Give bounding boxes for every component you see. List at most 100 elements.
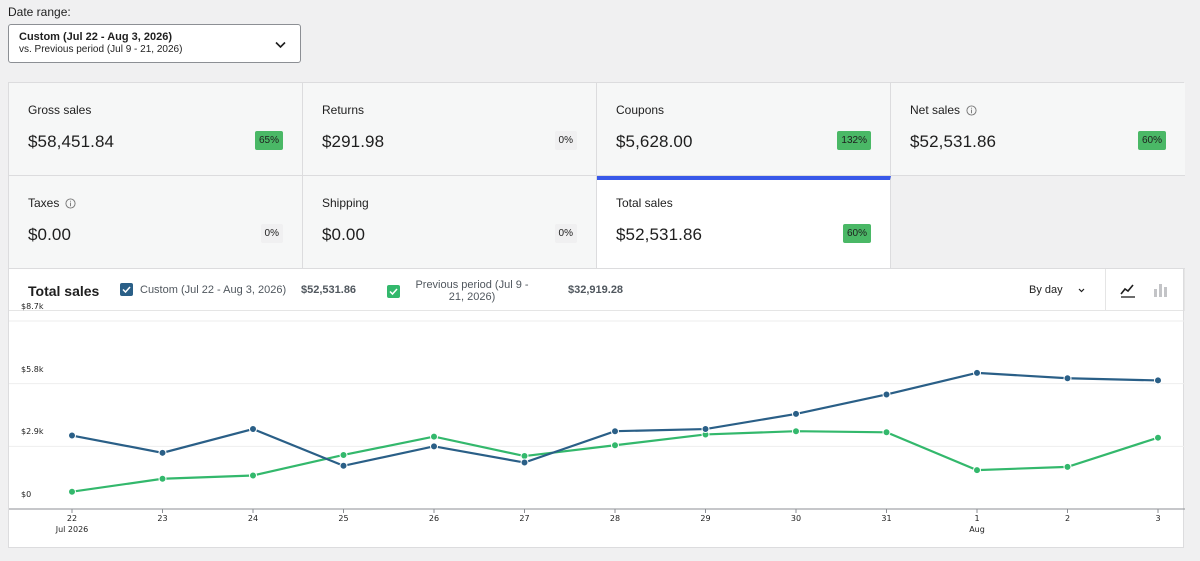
- legend-value: $32,919.28: [568, 284, 624, 296]
- card-shipping[interactable]: Shipping $0.00 0%: [303, 176, 597, 269]
- data-point-current[interactable]: [339, 461, 348, 470]
- data-point-previous[interactable]: [339, 450, 348, 459]
- data-point-previous[interactable]: [611, 441, 619, 450]
- legend-previous[interactable]: Previous period (Jul 9 - 21, 2026): [387, 279, 537, 303]
- interval-select[interactable]: By day: [1029, 284, 1086, 296]
- delta-badge: 132%: [837, 131, 871, 150]
- date-range-picker[interactable]: Custom (Jul 22 - Aug 3, 2026) vs. Previo…: [8, 24, 301, 63]
- card-value: $58,451.84: [28, 132, 115, 151]
- data-point-current[interactable]: [249, 425, 257, 434]
- data-point-previous[interactable]: [882, 428, 891, 437]
- card-value: $5,628.00: [616, 132, 693, 151]
- x-tick-label: 3: [1155, 514, 1161, 523]
- line-chart-icon[interactable]: [1118, 280, 1138, 300]
- card-title: Total sales: [616, 196, 673, 210]
- data-point-current[interactable]: [792, 409, 800, 418]
- date-range-label: Date range:: [8, 5, 71, 19]
- x-tick-label: 24: [247, 514, 259, 523]
- x-tick-label: 2: [1064, 514, 1071, 523]
- x-tick-label: 26: [428, 514, 440, 523]
- delta-badge: 60%: [842, 224, 871, 243]
- divider: [1105, 269, 1106, 311]
- chevron-down-icon: [275, 41, 286, 49]
- data-point-previous[interactable]: [158, 474, 167, 483]
- data-point-previous[interactable]: [1154, 433, 1162, 442]
- bar-chart-icon[interactable]: [1150, 280, 1170, 300]
- date-range-secondary: vs. Previous period (Jul 9 - 21, 2026): [19, 44, 183, 55]
- chart-header: Total sales Custom (Jul 22 - Aug 3, 2026…: [9, 269, 1185, 311]
- card-net-sales[interactable]: Net sales $52,531.86 60%: [891, 83, 1185, 176]
- series-line-current: [71, 371, 1159, 467]
- x-tick-label: 29: [700, 514, 711, 523]
- delta-badge: 0%: [554, 131, 577, 150]
- checkbox-checked-icon[interactable]: [120, 283, 133, 296]
- x-tick-label: 1: [974, 514, 980, 523]
- card-value: $52,531.86: [616, 225, 703, 244]
- delta-badge: 60%: [1137, 131, 1166, 150]
- interval-label: By day: [1029, 284, 1063, 296]
- chevron-down-icon: [1078, 288, 1085, 292]
- legend-current[interactable]: Custom (Jul 22 - Aug 3, 2026): [120, 283, 286, 296]
- chart-title: Total sales: [28, 283, 100, 299]
- data-point-previous[interactable]: [249, 471, 257, 480]
- x-tick-label: 25: [338, 514, 349, 523]
- data-point-previous[interactable]: [1063, 462, 1072, 471]
- delta-badge: 0%: [260, 224, 283, 243]
- x-sub-label: Jul 2026: [55, 525, 89, 534]
- summary-cards: Gross sales $58,451.84 65% Returns $291.…: [8, 82, 1185, 269]
- card-total-sales[interactable]: Total sales $52,531.86 60%: [597, 176, 891, 269]
- data-point-current[interactable]: [611, 427, 619, 436]
- card-title: Taxes: [28, 196, 60, 210]
- data-point-previous[interactable]: [973, 466, 981, 475]
- info-icon[interactable]: [65, 197, 76, 209]
- x-sub-label: Aug: [969, 525, 985, 534]
- data-point-previous[interactable]: [520, 452, 529, 461]
- card-gross-sales[interactable]: Gross sales $58,451.84 65%: [9, 83, 303, 176]
- card-title: Returns: [322, 103, 365, 117]
- card-value: $0.00: [322, 225, 366, 244]
- x-tick-label: 30: [790, 514, 802, 523]
- legend-value: $52,531.86: [301, 284, 357, 296]
- card-taxes[interactable]: Taxes $0.00 0%: [9, 176, 303, 269]
- y-tick-label: $5.8k: [21, 364, 44, 374]
- x-tick-label: 28: [609, 514, 621, 523]
- data-point-current[interactable]: [158, 448, 167, 457]
- card-title: Shipping: [322, 196, 369, 210]
- card-value: $0.00: [28, 225, 72, 244]
- data-point-previous[interactable]: [430, 432, 438, 441]
- card-empty: [891, 176, 1185, 269]
- data-point-current[interactable]: [1154, 376, 1162, 385]
- card-title: Net sales: [910, 103, 961, 117]
- x-tick-label: 27: [519, 514, 530, 523]
- card-title: Gross sales: [28, 103, 92, 117]
- y-tick-label: $8.7k: [21, 302, 44, 311]
- card-coupons[interactable]: Coupons $5,628.00 132%: [597, 83, 891, 176]
- data-point-previous[interactable]: [792, 427, 800, 436]
- card-title: Coupons: [616, 103, 665, 117]
- chart-panel: Total sales Custom (Jul 22 - Aug 3, 2026…: [8, 269, 1185, 548]
- y-tick-label: $0: [21, 490, 32, 499]
- x-tick-label: 22: [66, 514, 78, 523]
- data-point-current[interactable]: [701, 425, 710, 434]
- date-range-primary: Custom (Jul 22 - Aug 3, 2026): [19, 31, 173, 43]
- data-point-current[interactable]: [68, 431, 76, 440]
- checkbox-checked-icon[interactable]: [387, 284, 400, 298]
- legend-label: Previous period (Jul 9 - 21, 2026): [415, 279, 529, 303]
- data-point-current[interactable]: [1063, 374, 1072, 383]
- data-point-current[interactable]: [430, 442, 438, 451]
- delta-badge: 65%: [254, 131, 283, 150]
- data-point-current[interactable]: [973, 368, 981, 377]
- info-icon[interactable]: [966, 104, 977, 116]
- chart-svg: [9, 320, 1185, 513]
- y-tick-label: $2.9k: [21, 427, 44, 437]
- x-tick-label: 31: [881, 514, 892, 523]
- data-point-previous[interactable]: [68, 487, 76, 496]
- data-point-current[interactable]: [882, 390, 891, 399]
- card-value: $52,531.86: [910, 132, 997, 151]
- divider: [1184, 269, 1185, 311]
- series-line-previous: [71, 430, 1159, 493]
- card-value: $291.98: [322, 132, 385, 151]
- card-returns[interactable]: Returns $291.98 0%: [303, 83, 597, 176]
- legend-label: Custom (Jul 22 - Aug 3, 2026): [140, 283, 287, 296]
- data-point-current[interactable]: [520, 458, 529, 467]
